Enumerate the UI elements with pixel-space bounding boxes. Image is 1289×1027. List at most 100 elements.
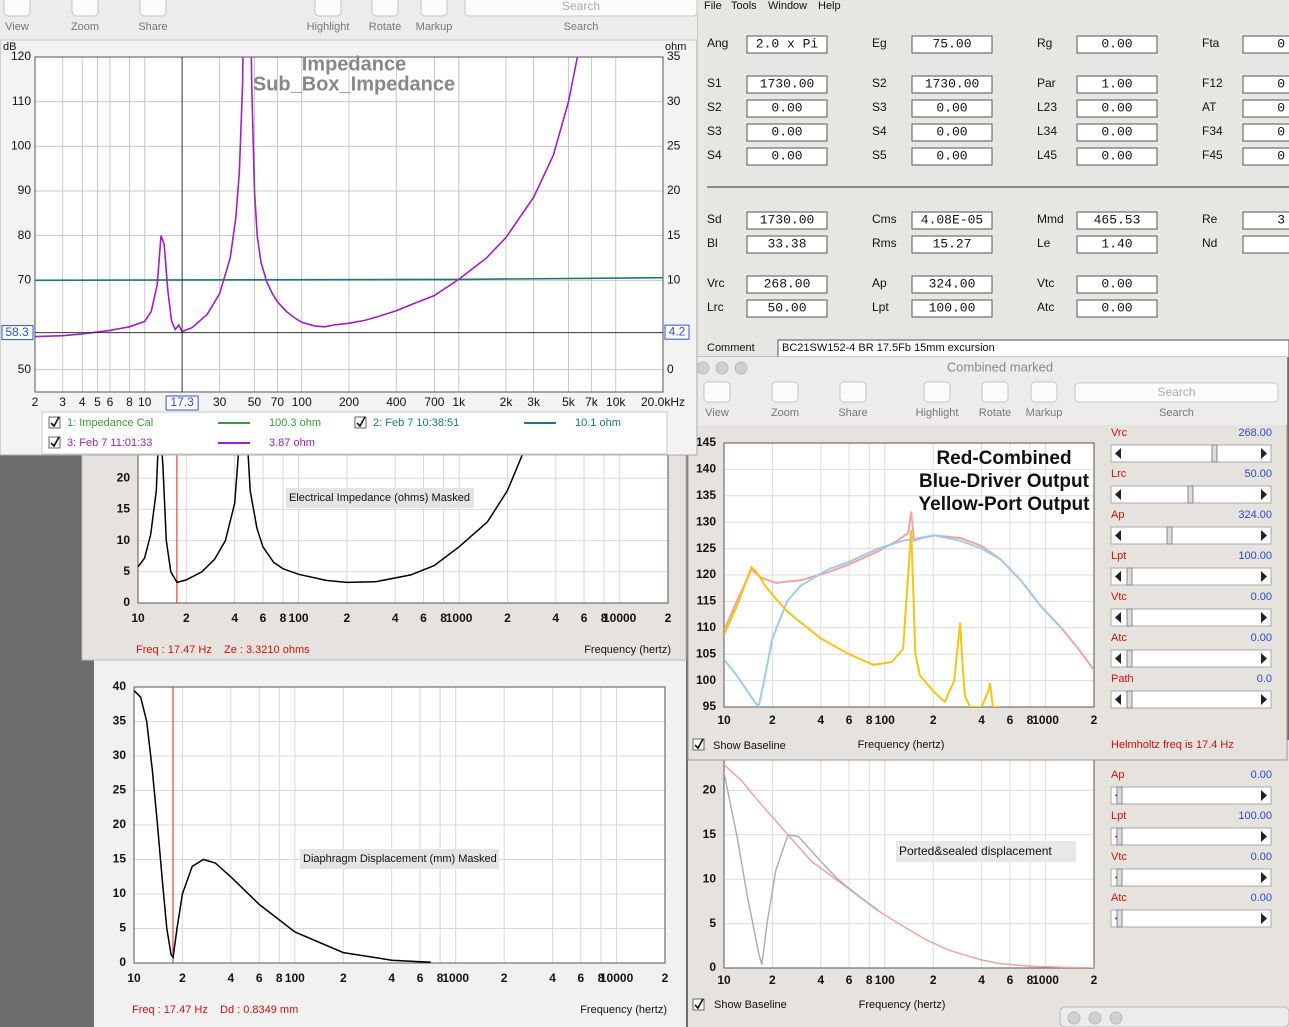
window-button[interactable]	[734, 361, 748, 375]
param-field[interactable]	[911, 35, 993, 54]
slider-thumb[interactable]	[1126, 690, 1133, 709]
slider-track[interactable]	[1110, 649, 1272, 668]
chart-title: Impedance	[302, 53, 406, 75]
window-button[interactable]	[1067, 1011, 1081, 1025]
slider-thumb[interactable]	[1211, 444, 1218, 463]
slider-thumb[interactable]	[1116, 909, 1123, 928]
toolbar-button[interactable]	[703, 381, 731, 403]
param-field[interactable]	[1076, 123, 1158, 142]
toolbar-button[interactable]	[371, 0, 399, 17]
window-button[interactable]	[696, 361, 710, 375]
check	[356, 416, 366, 428]
x-tick-label: 2	[930, 713, 937, 727]
param-field[interactable]	[746, 123, 828, 142]
param-field[interactable]	[746, 35, 828, 54]
slider-track[interactable]	[1110, 567, 1272, 586]
slider-track[interactable]	[1110, 786, 1272, 805]
toolbar-button[interactable]	[3, 0, 31, 17]
toolbar-button[interactable]	[771, 381, 799, 403]
slider-thumb[interactable]	[1116, 827, 1123, 846]
slider-thumb[interactable]	[1166, 526, 1173, 545]
param-field[interactable]	[746, 147, 828, 166]
toolbar-label: Highlight	[916, 407, 959, 419]
slider-left	[1115, 571, 1121, 582]
slider-thumb[interactable]	[1126, 649, 1133, 668]
param-field[interactable]	[911, 299, 993, 318]
y-tick-label: 10	[113, 886, 127, 900]
param-field[interactable]	[1076, 235, 1158, 254]
slider-track[interactable]	[1110, 690, 1272, 709]
slider-track[interactable]	[1110, 827, 1272, 846]
menu-item[interactable]: Window	[768, 0, 807, 12]
param-field[interactable]	[911, 75, 993, 94]
param-field[interactable]	[911, 211, 993, 230]
param-field[interactable]	[1076, 75, 1158, 94]
param-field[interactable]	[1076, 211, 1158, 230]
param-field[interactable]	[1076, 275, 1158, 294]
slider-track[interactable]	[1110, 608, 1272, 627]
y-tick-label: 95	[703, 699, 717, 713]
toolbar-button[interactable]	[1030, 381, 1058, 403]
window-button[interactable]	[715, 361, 729, 375]
checkbox[interactable]	[354, 416, 367, 429]
toolbar-button[interactable]	[839, 381, 867, 403]
param-field[interactable]	[1242, 123, 1289, 142]
param-value: 2.0 x Pi	[756, 36, 819, 51]
toolbar-button[interactable]	[981, 381, 1009, 403]
x-tick-label: 10k	[606, 395, 626, 409]
param-field[interactable]	[746, 75, 828, 94]
slider-thumb[interactable]	[1187, 485, 1194, 504]
slider-track[interactable]	[1110, 444, 1272, 463]
toolbar-label: Search	[1159, 407, 1194, 419]
param-field[interactable]	[746, 211, 828, 230]
slider-thumb[interactable]	[1126, 567, 1133, 586]
param-field[interactable]	[1242, 211, 1289, 230]
comment-label: Comment	[707, 342, 755, 354]
x-tick-label: 2	[344, 611, 351, 625]
param-field[interactable]	[911, 123, 993, 142]
param-field[interactable]	[1076, 99, 1158, 118]
checkbox[interactable]	[48, 416, 61, 429]
menu-item[interactable]: Tools	[731, 0, 757, 12]
menu-item[interactable]: File	[704, 0, 722, 12]
param-field[interactable]	[1242, 235, 1289, 254]
toolbar-button[interactable]	[314, 0, 342, 17]
param-field[interactable]	[746, 299, 828, 318]
param-field[interactable]	[746, 275, 828, 294]
slider-track[interactable]	[1110, 526, 1272, 545]
param-field[interactable]	[911, 99, 993, 118]
param-field[interactable]	[1076, 35, 1158, 54]
slider-thumb[interactable]	[1116, 868, 1123, 887]
param-field[interactable]	[911, 275, 993, 294]
x-tick-label: 7k	[585, 395, 599, 409]
menu-item[interactable]: Help	[818, 0, 841, 12]
param-field[interactable]	[746, 99, 828, 118]
param-field[interactable]	[1242, 35, 1289, 54]
param-field[interactable]	[1242, 99, 1289, 118]
param-field[interactable]	[911, 235, 993, 254]
slider-thumb[interactable]	[1116, 786, 1123, 805]
search-field[interactable]	[1074, 382, 1279, 403]
toolbar-button[interactable]	[420, 0, 448, 17]
window-button[interactable]	[1088, 1011, 1102, 1025]
slider-track[interactable]	[1110, 868, 1272, 887]
checkbox[interactable]	[48, 436, 61, 449]
param-field[interactable]	[1076, 147, 1158, 166]
checkbox[interactable]	[692, 998, 705, 1011]
slider-thumb[interactable]	[1126, 608, 1133, 627]
toolbar-button[interactable]	[71, 0, 99, 17]
param-field[interactable]	[746, 235, 828, 254]
param-field[interactable]	[911, 147, 993, 166]
toolbar-button[interactable]	[923, 381, 951, 403]
param-field[interactable]	[1076, 299, 1158, 318]
slider-track[interactable]	[1110, 909, 1272, 928]
param-field[interactable]	[1242, 75, 1289, 94]
window-button[interactable]	[1109, 1011, 1123, 1025]
slider-right	[1261, 653, 1267, 664]
search-field[interactable]	[464, 0, 698, 17]
toolbar-button[interactable]	[139, 0, 167, 17]
param-field[interactable]	[1242, 147, 1289, 166]
checkbox[interactable]	[692, 738, 705, 751]
